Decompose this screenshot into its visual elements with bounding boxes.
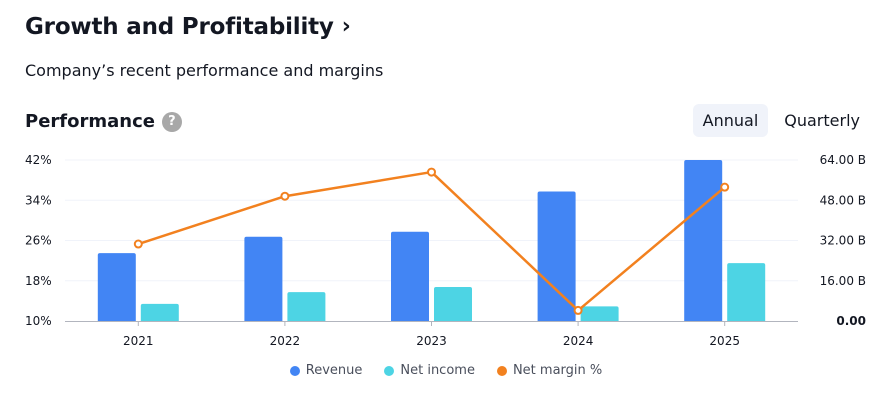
right-axis-tick: 64.00 B	[820, 153, 866, 167]
legend-net-margin-label: Net margin %	[512, 363, 603, 378]
net-margin-point	[573, 305, 583, 315]
revenue-swatch	[289, 365, 300, 376]
x-axis-tick-label: 2022	[270, 334, 301, 348]
x-axis-tick-label: 2024	[563, 334, 594, 348]
revenue-bar	[97, 253, 136, 321]
chart-legend: Revenue Net income Net margin %	[0, 363, 892, 378]
left-axis-tick: 26%	[25, 234, 52, 248]
x-axis-tick-label: 2023	[416, 334, 447, 348]
net-margin-point	[280, 191, 290, 201]
revenue-bar	[391, 231, 429, 321]
right-axis-tick: 48.00 B	[820, 193, 866, 207]
page-subtitle: Company’s recent performance and margins	[25, 61, 384, 80]
net-margin-point	[133, 239, 143, 249]
net-margin-point	[427, 167, 436, 177]
net-income-swatch	[384, 365, 395, 376]
period-toggle: Annual Quarterly	[692, 104, 870, 137]
x-axis-tick-label: 2021	[123, 334, 154, 348]
section-title-link[interactable]: Growth and Profitability ›	[25, 13, 351, 41]
revenue-bar	[537, 191, 576, 321]
legend-revenue-label: Revenue	[305, 363, 363, 378]
net-income-bar	[287, 292, 326, 321]
right-axis-tick: 0.00	[836, 314, 866, 328]
net-margin-line	[137, 170, 726, 312]
net-income-bar	[434, 287, 472, 321]
left-axis-tick: 42%	[25, 153, 52, 167]
revenue-bar	[684, 160, 723, 321]
page-title: Growth and Profitability	[25, 14, 334, 40]
quarterly-tab[interactable]: Quarterly	[784, 111, 860, 130]
left-axis-tick: 18%	[25, 274, 52, 288]
net-income-bar	[727, 263, 766, 321]
legend-net-margin[interactable]: Net margin %	[496, 363, 603, 378]
legend-net-income-label: Net income	[400, 363, 475, 378]
legend-net-income[interactable]: Net income	[384, 363, 475, 378]
revenue-bar	[244, 236, 283, 321]
left-axis-tick: 10%	[25, 314, 52, 328]
legend-revenue[interactable]: Revenue	[289, 363, 363, 378]
right-axis-tick: 32.00 B	[820, 234, 866, 248]
x-axis-tick-label: 2025	[709, 334, 740, 348]
help-icon[interactable]: ?	[161, 111, 182, 132]
annual-tab[interactable]: Annual	[692, 104, 769, 137]
chevron-right-icon: ›	[341, 13, 351, 39]
performance-heading: Performance	[25, 111, 155, 132]
net-margin-swatch	[496, 365, 507, 376]
net-income-bar	[140, 303, 179, 321]
net-margin-point	[720, 182, 730, 192]
left-axis-tick: 34%	[25, 193, 52, 207]
right-axis-tick: 16.00 B	[820, 274, 866, 288]
net-income-bar	[580, 306, 619, 321]
